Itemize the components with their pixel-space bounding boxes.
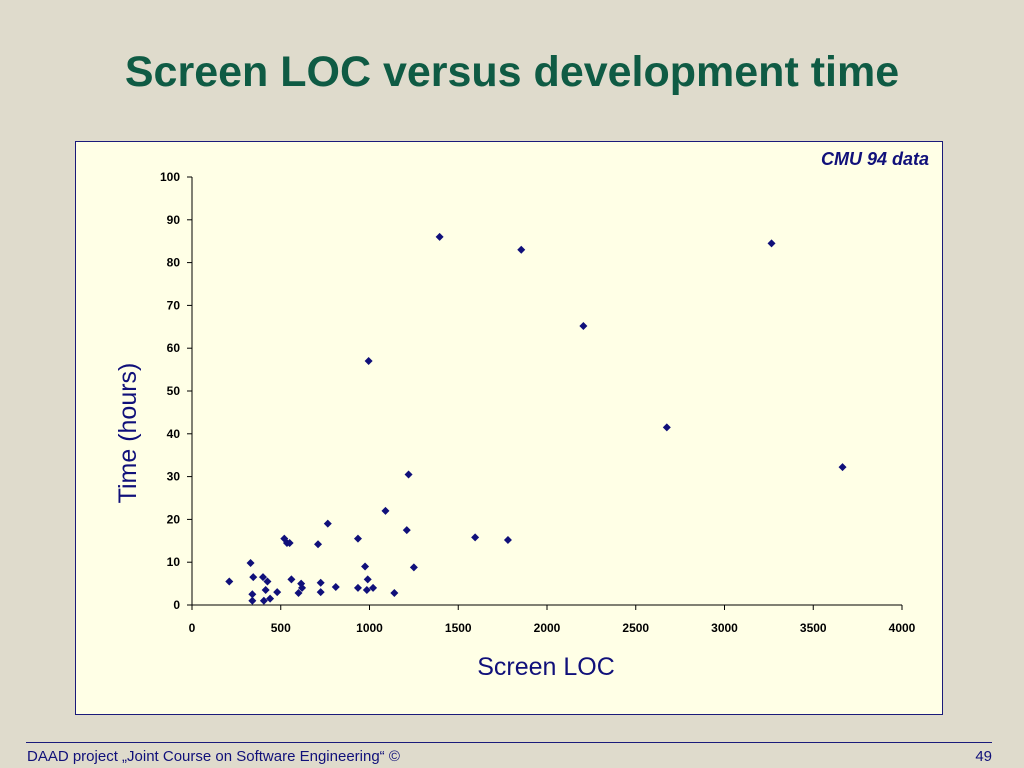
chart-axes — [191, 177, 902, 606]
data-point — [503, 535, 512, 544]
chart-ticks: 0 500 1000 1500 2000 2500 3000 3500 4000 0 10 20 30 4… — [160, 170, 916, 635]
x-tick-label: 500 — [271, 621, 291, 635]
data-point — [298, 583, 307, 592]
footer-divider — [26, 742, 992, 743]
data-point — [579, 321, 588, 330]
data-point — [361, 562, 370, 571]
data-point — [285, 538, 294, 547]
data-point — [353, 534, 362, 543]
x-tick-label: 2500 — [622, 621, 649, 635]
data-point — [280, 534, 289, 543]
x-tick-label: 3500 — [800, 621, 827, 635]
data-point — [362, 586, 371, 595]
data-point — [364, 357, 373, 366]
data-point — [259, 573, 267, 582]
data-point — [390, 589, 399, 598]
x-tick-label: 0 — [189, 621, 196, 635]
x-tick-label: 2000 — [534, 621, 561, 635]
chart-frame: CMU 94 data 0 500 1000 1500 2000 2500 3000 3500… — [75, 141, 943, 715]
data-point — [225, 577, 234, 586]
y-tick-label: 20 — [167, 512, 181, 526]
data-point — [369, 583, 378, 592]
y-tick-label: 90 — [167, 213, 181, 227]
data-point — [263, 577, 272, 586]
scatter-chart: CMU 94 data 0 500 1000 1500 2000 2500 3000 3500… — [114, 149, 929, 681]
data-point — [294, 589, 303, 598]
data-point — [246, 559, 255, 568]
data-point — [261, 586, 270, 595]
data-point — [404, 470, 413, 479]
data-point — [409, 563, 418, 572]
data-point — [517, 245, 526, 254]
footer-text: DAAD project „Joint Course on Software E… — [27, 748, 400, 765]
data-point — [316, 588, 325, 597]
data-point — [402, 526, 411, 535]
data-point — [266, 594, 275, 603]
chart-annotation: CMU 94 data — [821, 149, 929, 169]
data-point — [381, 506, 390, 515]
x-tick-label: 1000 — [356, 621, 383, 635]
page-number: 49 — [975, 748, 992, 765]
data-point — [273, 588, 282, 597]
y-tick-label: 10 — [167, 555, 181, 569]
data-point — [249, 573, 258, 582]
y-tick-label: 0 — [173, 598, 180, 612]
x-tick-label: 3000 — [711, 621, 738, 635]
data-point — [363, 575, 372, 584]
x-tick-label: 1500 — [445, 621, 472, 635]
y-tick-label: 100 — [160, 170, 180, 184]
data-point — [435, 232, 444, 241]
y-tick-label: 30 — [167, 470, 181, 484]
data-point — [259, 596, 268, 605]
y-tick-label: 60 — [167, 341, 181, 355]
data-point — [323, 519, 332, 528]
y-tick-label: 70 — [167, 298, 181, 312]
data-point — [838, 463, 847, 472]
data-point — [353, 583, 362, 592]
x-tick-label: 4000 — [889, 621, 916, 635]
chart-points — [225, 232, 847, 605]
x-axis-title: Screen LOC — [477, 653, 615, 681]
slide-title: Screen LOC versus development time — [124, 48, 900, 96]
data-point — [767, 239, 776, 248]
data-point — [314, 540, 323, 549]
y-axis-title: Time (hours) — [114, 363, 142, 504]
data-point — [662, 423, 671, 432]
data-point — [248, 590, 257, 599]
data-point — [287, 575, 296, 584]
y-tick-label: 50 — [167, 384, 181, 398]
data-point — [471, 533, 480, 542]
data-point — [316, 578, 325, 587]
data-point — [331, 583, 340, 592]
y-tick-label: 80 — [167, 256, 181, 270]
data-point — [248, 596, 257, 605]
y-tick-label: 40 — [167, 427, 181, 441]
